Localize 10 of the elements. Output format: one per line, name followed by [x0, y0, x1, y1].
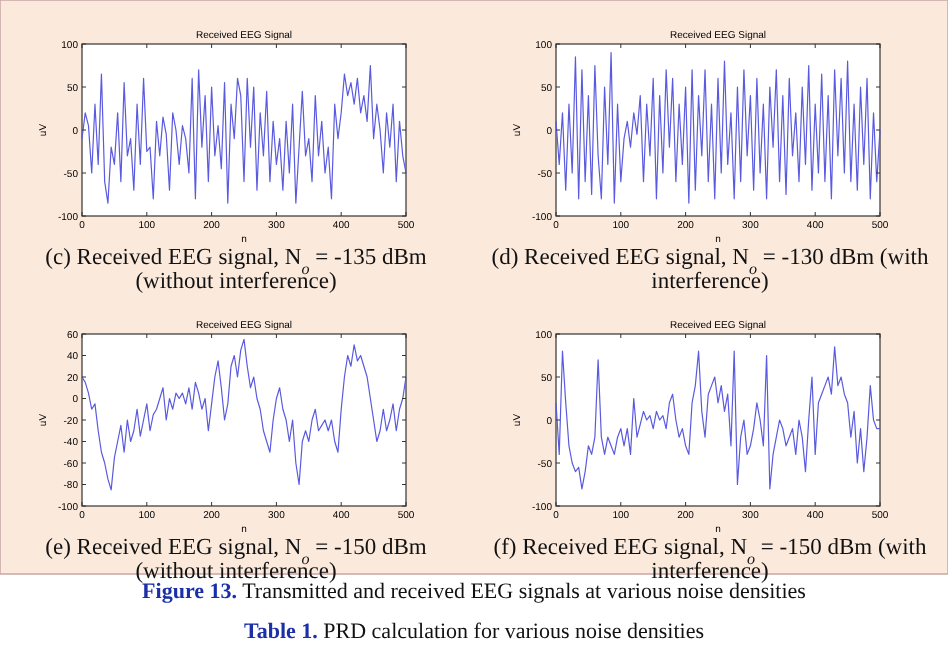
- text: (c) Received EEG signal, N$_{o}$ = -135 dBm (without interference): [45, 246, 427, 294]
- text: (f) Received EEG signal, N$_{o}$ = -150 dBm (with interference): [493, 536, 927, 584]
- caption: Table 1. PRD calculation for various noise densities: [244, 620, 704, 644]
- text: (d) Received EEG signal, N$_{o}$ = -130 dBm (with interference): [491, 246, 929, 294]
- text: (e) Received EEG signal, N$_{o}$ = -150 dBm (without interference): [45, 536, 427, 584]
- line-series: [555, 346, 881, 490]
- caption: Figure 13. Transmitted and received EEG signals at various noise densities: [142, 580, 806, 604]
- line-series: [81, 64, 407, 204]
- line-series: [81, 338, 407, 491]
- line-series: [555, 52, 881, 204]
